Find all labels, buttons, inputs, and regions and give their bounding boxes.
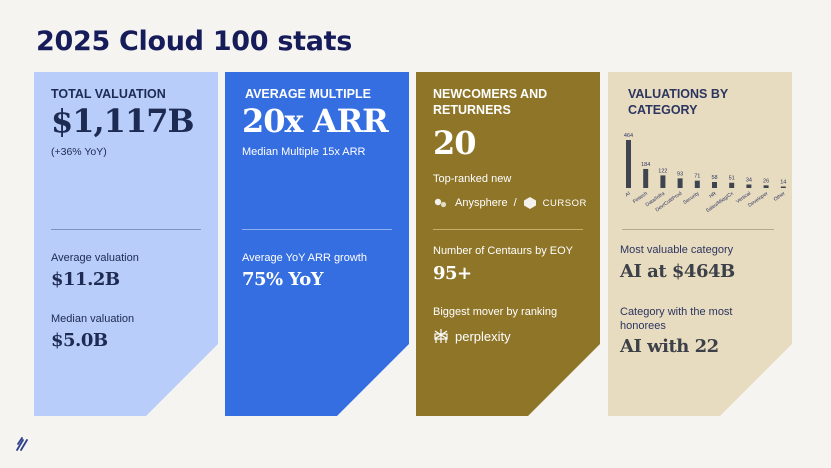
arr-growth-label: Average YoY ARR growth bbox=[242, 252, 367, 264]
newcomers-label-line1: NEWCOMERS AND bbox=[433, 87, 548, 101]
most-valuable-value: AI at $464B bbox=[620, 261, 735, 282]
chart-bar bbox=[643, 168, 649, 188]
chart-bar bbox=[660, 175, 666, 188]
chart-data-label: 26 bbox=[763, 178, 769, 184]
chart-bar bbox=[677, 178, 683, 188]
chart-category-label: Other bbox=[773, 191, 787, 203]
average-multiple-card: AVERAGE MULTIPLE 20x ARR Median Multiple… bbox=[225, 72, 409, 416]
chart-bar bbox=[712, 182, 717, 188]
chart-data-label: 464 bbox=[624, 133, 633, 139]
most-honorees-label-line2: honorees bbox=[620, 320, 666, 332]
chart-bar bbox=[763, 185, 769, 188]
chart-data-label: 58 bbox=[711, 175, 717, 181]
average-multiple-value: 20x ARR bbox=[242, 102, 389, 140]
top-ranked-logos: Anysphere / CURSOR bbox=[433, 196, 587, 210]
card-background bbox=[34, 72, 218, 416]
total-valuation-label: TOTAL VALUATION bbox=[51, 87, 166, 101]
average-multiple-label: AVERAGE MULTIPLE bbox=[245, 87, 371, 101]
divider bbox=[242, 229, 392, 230]
median-multiple-text: Median Multiple 15x ARR bbox=[242, 146, 366, 158]
average-valuation-value: $11.2B bbox=[51, 269, 120, 290]
total-valuation-value: $1,117B bbox=[51, 102, 195, 140]
centaurs-label: Number of Centaurs by EOY bbox=[433, 245, 574, 257]
card-background bbox=[416, 72, 600, 416]
page-title: 2025 Cloud 100 stats bbox=[36, 26, 353, 57]
newcomers-label: NEWCOMERS AND RETURNERS bbox=[433, 86, 547, 118]
logo-separator: / bbox=[513, 197, 517, 209]
chart-category-label: AI bbox=[624, 191, 631, 199]
perplexity-name: perplexity bbox=[455, 328, 511, 344]
median-valuation-label: Median valuation bbox=[51, 313, 135, 325]
cursor-name: CURSOR bbox=[542, 197, 587, 209]
top-ranked-label: Top-ranked new bbox=[433, 173, 512, 185]
most-honorees-label-line1: Category with the most bbox=[620, 306, 733, 318]
total-valuation-card: TOTAL VALUATION $1,117B (+36% YoY) Avera… bbox=[34, 72, 218, 416]
valuations-by-category-card: VALUATIONS BY CATEGORY 464 AI 184 Fintech 12… bbox=[608, 72, 792, 416]
cursor-logo-icon bbox=[523, 197, 536, 209]
valuation-change: (+36% YoY) bbox=[51, 146, 107, 158]
centaurs-value: 95+ bbox=[433, 263, 472, 284]
chart-bar bbox=[626, 140, 631, 188]
chart-bar bbox=[746, 184, 752, 188]
chart-data-label: 51 bbox=[729, 176, 735, 182]
divider bbox=[622, 229, 774, 230]
arr-growth-value: 75% YoY bbox=[242, 269, 324, 290]
chart-category-label: Developer bbox=[747, 191, 769, 209]
divider bbox=[51, 229, 201, 230]
biggest-mover-label: Biggest mover by ranking bbox=[433, 306, 558, 318]
biggest-mover-logo: perplexity bbox=[433, 328, 511, 344]
card-background bbox=[608, 72, 792, 416]
chart-bar bbox=[780, 186, 786, 188]
chart-category-label: Security bbox=[682, 190, 701, 206]
newcomers-value: 20 bbox=[433, 124, 477, 162]
most-honorees-label: Category with the most honorees bbox=[620, 305, 733, 333]
newcomers-label-line2: RETURNERS bbox=[433, 103, 511, 117]
chart-bar bbox=[694, 180, 700, 188]
average-valuation-label: Average valuation bbox=[51, 252, 139, 264]
anysphere-name: Anysphere bbox=[455, 197, 508, 209]
anysphere-logo-icon bbox=[434, 198, 447, 208]
chart-data-label: 184 bbox=[641, 162, 650, 168]
divider bbox=[433, 229, 583, 230]
category-label: VALUATIONS BY CATEGORY bbox=[628, 86, 728, 118]
brand-logo-icon bbox=[16, 437, 28, 451]
chart-data-label: 14 bbox=[780, 180, 786, 186]
newcomers-card: NEWCOMERS AND RETURNERS 20 Top-ranked ne… bbox=[416, 72, 600, 416]
chart-data-label: 122 bbox=[658, 168, 667, 174]
most-honorees-value: AI with 22 bbox=[620, 336, 719, 357]
category-bar-chart: 464AI184Fintech122Data/Infra93Dev/Coll/P… bbox=[624, 133, 787, 214]
category-label-line2: CATEGORY bbox=[628, 103, 698, 117]
chart-bar bbox=[729, 182, 735, 188]
chart-data-label: 71 bbox=[694, 174, 700, 180]
most-valuable-label: Most valuable category bbox=[620, 244, 734, 256]
category-label-line1: VALUATIONS BY bbox=[628, 87, 729, 101]
card-background bbox=[225, 72, 409, 416]
chart-data-label: 93 bbox=[677, 171, 683, 177]
median-valuation-value: $5.0B bbox=[51, 330, 108, 351]
perplexity-logo-icon bbox=[434, 329, 448, 343]
chart-data-label: 34 bbox=[746, 177, 752, 183]
chart-category-label: HR bbox=[708, 191, 718, 200]
